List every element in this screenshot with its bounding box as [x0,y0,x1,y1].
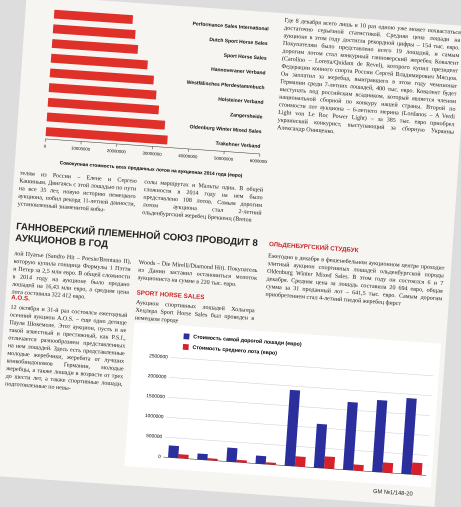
bar [226,448,237,463]
y-tick-label: 1000000 [145,413,164,420]
category-label: Zangersheide [230,112,263,120]
bar [255,456,266,465]
bar [54,10,133,24]
y-tick-label: 500000 [146,433,163,440]
bar [53,24,136,39]
category-label: Hannoveraner Verband [211,67,266,77]
x-tick-label: 20000000 [107,148,127,154]
paragraph: Woods – Die Mirelli/Diamond Hit). Покупа… [137,259,257,290]
y-tick-label: 0 [158,454,161,460]
paragraph: солы маршрутах и Мальты один. В общей сл… [142,179,263,226]
bar [353,464,364,471]
bar [46,127,168,144]
grid-line [171,357,433,375]
legend-swatch [183,333,189,339]
x-tick-label: 0 [44,144,47,149]
paragraph: телям из России – Елене и Сергею Кашиным… [17,170,137,216]
bar [52,39,138,54]
bar [168,445,179,458]
legend-label: Стоимость среднего лота (евро) [192,345,277,357]
bar [178,454,188,459]
category-label: Holsteiner Verband [218,97,264,106]
page-footer: GM №1/148-20 [373,489,413,498]
bar-chart-prices: 0 500000 1000000 1500000 2000000 2500000 Стоим… [125,322,441,487]
category-label: Trakehner Verband [215,141,260,150]
y-tick-label: 2500000 [149,353,168,360]
bar [343,402,358,470]
paragraph: Где 8 декабря всего лишь в 10 раз одною … [277,17,461,144]
bar [49,83,157,99]
category-label: Sport Horse Sales [224,53,267,62]
bar [50,68,154,84]
bar [372,400,387,472]
section-heading: A.O.S. [11,294,30,302]
bar [51,54,148,70]
category-label: Westfälisches Pferdestammbuch [186,80,264,91]
bar [285,390,300,466]
bar [48,98,159,115]
bar [295,456,306,467]
x-tick-label: 60000000 [250,158,270,164]
legend-swatch [183,344,189,350]
category-label: Dutch Sport Horse Sales [209,37,268,47]
bar [47,113,166,130]
bar [411,462,422,475]
y-tick-label: 2000000 [148,373,167,380]
x-tick-label: 10000000 [71,146,91,152]
paragraph: 12 октября и 31-й раз состоялся ежегодны… [5,304,128,396]
x-tick-label: 50000000 [214,156,234,162]
y-tick-label: 1500000 [146,393,165,400]
paragraph: Ежегодно в декабре в фешенебельном аукци… [265,253,444,311]
bar-chart-totals: 0 10000000 20000000 30000000 40000000 5000000… [18,0,277,185]
x-tick-label: 40000000 [178,153,198,159]
bar [324,456,335,469]
category-label: Performance Sales International [192,21,269,32]
bar [382,462,393,473]
bar [197,453,208,460]
x-tick-label: 30000000 [142,151,162,157]
grid-line [169,377,431,395]
category-label: Oldenburg Winter Mixed Sales [189,124,261,135]
